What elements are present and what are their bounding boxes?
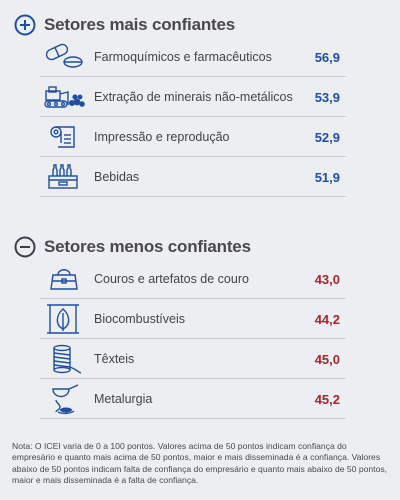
bottle-crate-icon (40, 161, 88, 193)
section-title: Setores menos confiantes (44, 237, 251, 256)
sector-row: Farmoquímicos e farmacêuticos 56,9 (40, 38, 346, 77)
sector-row: Couros e artefatos de couro 43,0 (40, 260, 346, 299)
sector-row: Impressão e reprodução 52,9 (40, 118, 346, 157)
sector-value: 45,0 (314, 351, 340, 367)
sector-row: Bebidas 51,9 (40, 158, 346, 197)
sector-row: Biocombustíveis 44,2 (40, 300, 346, 339)
sector-value: 53,9 (314, 89, 340, 105)
minus-circle-icon (14, 236, 36, 258)
pills-icon (40, 41, 88, 73)
sector-label: Metalurgia (94, 392, 153, 406)
sector-row: Metalurgia 45,2 (40, 380, 346, 419)
sector-value: 56,9 (314, 49, 340, 65)
section-header-most-confident: Setores mais confiantes (14, 13, 235, 37)
sector-row: Extração de minerais não-metálicos 53,9 (40, 78, 346, 117)
sector-value: 52,9 (314, 129, 340, 145)
biofuel-leaf-icon (40, 303, 88, 335)
sector-label: Biocombustíveis (94, 312, 186, 326)
sector-label: Têxteis (94, 352, 135, 366)
sector-value: 44,2 (314, 311, 340, 327)
sector-value: 43,0 (314, 271, 340, 287)
sector-label: Impressão e reprodução (94, 130, 230, 144)
sector-label: Bebidas (94, 170, 140, 184)
sector-value: 51,9 (314, 169, 340, 185)
handbag-icon (40, 263, 88, 295)
sector-row: Têxteis 45,0 (40, 340, 346, 379)
sector-label: Couros e artefatos de couro (94, 272, 249, 286)
bulldozer-icon (40, 81, 88, 113)
sector-label: Extração de minerais não-metálicos (94, 90, 293, 104)
section-header-least-confident: Setores menos confiantes (14, 235, 251, 259)
sector-value: 45,2 (314, 391, 340, 407)
plus-circle-icon (14, 14, 36, 36)
thread-spool-icon (40, 343, 88, 375)
sector-label: Farmoquímicos e farmacêuticos (94, 50, 272, 64)
ladle-icon (40, 383, 88, 415)
section-title: Setores mais confiantes (44, 15, 235, 34)
footnote: Nota: O ICEI varia de 0 a 100 pontos. Va… (12, 441, 388, 485)
paper-roll-icon (40, 121, 88, 153)
